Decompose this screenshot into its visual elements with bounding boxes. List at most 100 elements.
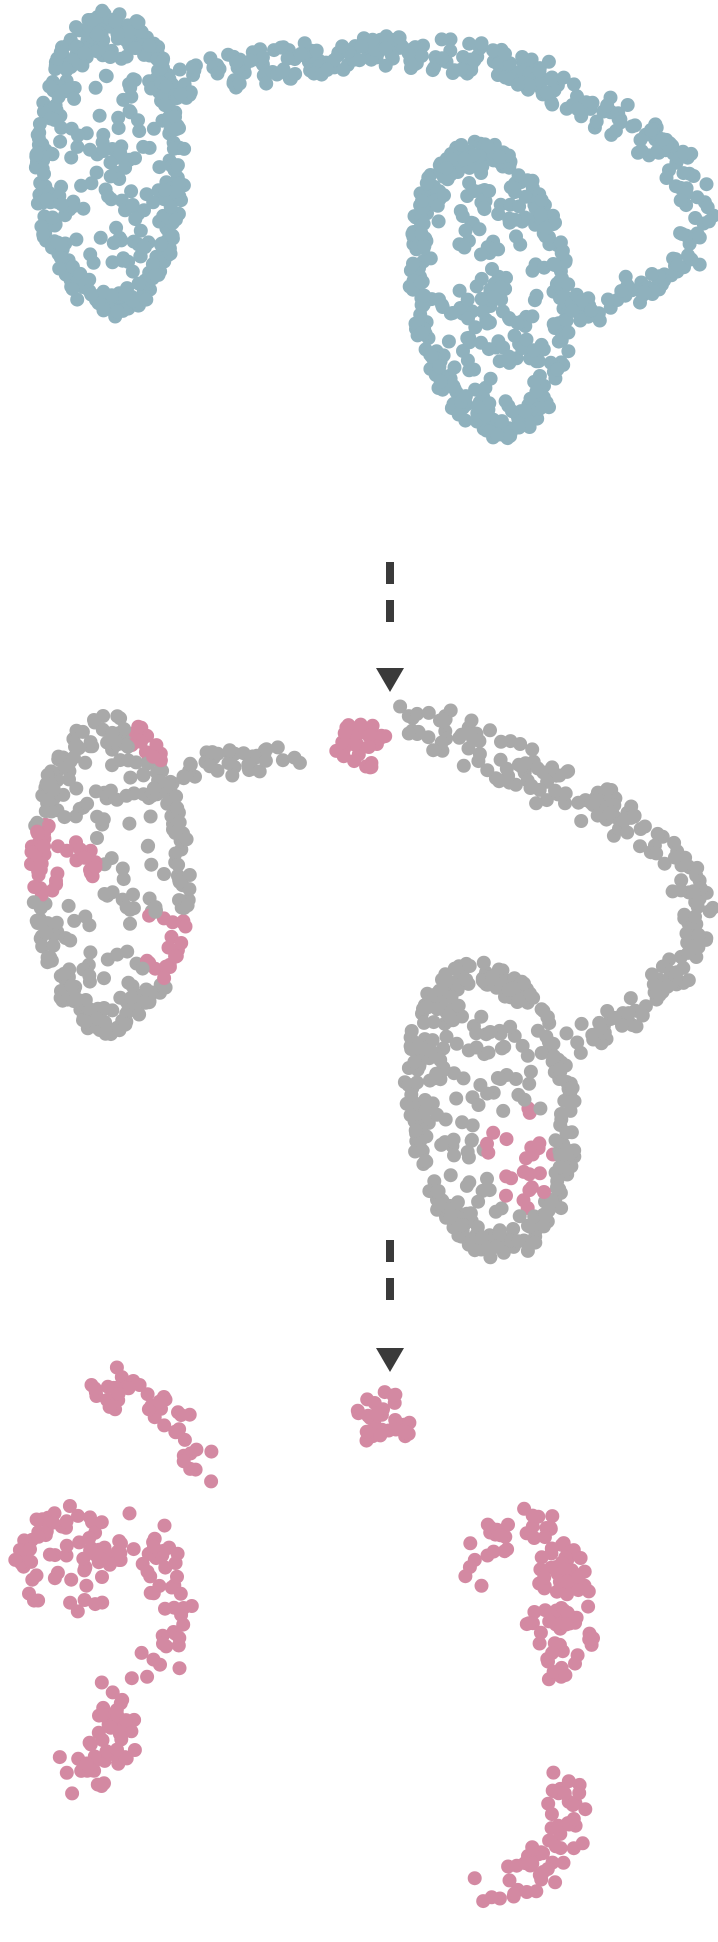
cell-point bbox=[124, 184, 139, 199]
selected-cell-point bbox=[537, 1185, 551, 1199]
cell-point bbox=[153, 237, 168, 252]
cell-point bbox=[517, 976, 531, 991]
cell-point bbox=[432, 1197, 447, 1212]
cell-point bbox=[128, 41, 142, 56]
cell-point bbox=[494, 1041, 509, 1056]
selected-cell-point bbox=[538, 1603, 553, 1618]
selected-cell-point bbox=[542, 1614, 557, 1629]
cell-point bbox=[96, 812, 111, 827]
cell-point bbox=[623, 991, 638, 1006]
selected-cell-point bbox=[52, 1750, 67, 1765]
cell-point bbox=[633, 132, 648, 147]
selected-cell-point bbox=[516, 1193, 531, 1208]
cell-point bbox=[492, 150, 507, 164]
selected-cell-point bbox=[126, 1542, 141, 1557]
cell-point bbox=[455, 1009, 469, 1024]
selected-cell-point bbox=[540, 1862, 555, 1876]
selected-cell-point bbox=[170, 1546, 185, 1561]
cell-point bbox=[690, 860, 705, 875]
selected-cell-point bbox=[77, 1593, 92, 1607]
cell-point bbox=[97, 971, 111, 986]
cell-point bbox=[415, 299, 430, 314]
cell-point bbox=[480, 139, 495, 154]
cell-point bbox=[122, 816, 137, 831]
cell-point bbox=[589, 793, 604, 808]
selected-cell-point bbox=[172, 1661, 187, 1676]
cell-point bbox=[474, 247, 488, 262]
cell-point bbox=[148, 268, 163, 283]
cell-point bbox=[542, 400, 556, 415]
cell-point bbox=[108, 14, 123, 29]
selected-cell-point bbox=[157, 1518, 172, 1533]
cell-point bbox=[468, 320, 483, 335]
selected-cell-point bbox=[525, 1856, 540, 1871]
cell-point bbox=[552, 1160, 567, 1175]
selected-cell-point bbox=[158, 1560, 173, 1575]
cell-point bbox=[169, 122, 184, 137]
selected-cell-point bbox=[480, 1136, 494, 1151]
cell-point bbox=[563, 1103, 578, 1118]
cell-point bbox=[464, 713, 479, 728]
selected-cell-point bbox=[110, 1742, 124, 1757]
cell-point bbox=[492, 1227, 507, 1242]
cell-point bbox=[494, 414, 509, 429]
selected-cell-point bbox=[59, 843, 74, 858]
selected-cell-point bbox=[531, 1509, 546, 1524]
cell-point bbox=[252, 764, 267, 779]
cell-point bbox=[274, 40, 288, 55]
panel-highlighted-subset bbox=[24, 699, 718, 1265]
cell-point bbox=[42, 79, 57, 94]
selected-cell-point bbox=[77, 850, 92, 865]
cell-point bbox=[534, 193, 549, 207]
arrow-dash bbox=[386, 1240, 394, 1262]
cell-point bbox=[62, 772, 76, 787]
cell-point bbox=[418, 1103, 433, 1118]
cell-point bbox=[52, 261, 67, 276]
cell-point bbox=[365, 32, 380, 47]
cell-point bbox=[453, 62, 468, 77]
cell-point bbox=[456, 50, 471, 64]
cell-point bbox=[570, 102, 585, 117]
selected-cell-point bbox=[59, 1514, 74, 1529]
cell-point bbox=[481, 1045, 496, 1060]
cell-point bbox=[520, 1048, 535, 1063]
cell-point bbox=[443, 1168, 458, 1183]
cell-point bbox=[547, 258, 562, 273]
cell-point bbox=[522, 420, 537, 434]
selected-cell-point bbox=[119, 1713, 133, 1728]
selected-cell-point bbox=[94, 1779, 109, 1793]
cell-point bbox=[421, 705, 436, 720]
selected-cell-point bbox=[29, 1512, 44, 1527]
cell-point bbox=[119, 788, 134, 803]
cell-point bbox=[528, 1235, 543, 1250]
cell-point bbox=[396, 40, 411, 55]
cell-point bbox=[498, 46, 512, 61]
cell-point bbox=[121, 25, 136, 39]
cell-point bbox=[498, 394, 513, 409]
cell-point bbox=[471, 1194, 486, 1209]
selected-cell-point bbox=[501, 1517, 515, 1532]
cell-point bbox=[462, 36, 477, 51]
selected-cell-point bbox=[347, 737, 362, 752]
cell-point bbox=[529, 288, 544, 303]
cell-point bbox=[430, 1184, 445, 1199]
selected-cell-point bbox=[149, 738, 164, 753]
cell-point bbox=[77, 46, 92, 61]
cell-point bbox=[482, 396, 497, 411]
cell-point bbox=[494, 734, 508, 749]
cell-point bbox=[668, 179, 683, 194]
cell-point bbox=[275, 753, 290, 768]
cell-point bbox=[532, 782, 547, 797]
cell-point bbox=[686, 884, 701, 899]
selected-cell-point bbox=[363, 728, 378, 743]
cell-point bbox=[406, 256, 420, 271]
cell-point bbox=[124, 990, 139, 1005]
cell-point bbox=[540, 1010, 555, 1024]
selected-cell-point bbox=[532, 1166, 547, 1181]
cell-point bbox=[36, 227, 51, 242]
cell-point bbox=[511, 168, 526, 183]
cell-point bbox=[457, 972, 472, 987]
cell-point bbox=[89, 1011, 104, 1026]
cell-point bbox=[471, 1098, 486, 1112]
selected-cell-point bbox=[586, 1631, 600, 1646]
